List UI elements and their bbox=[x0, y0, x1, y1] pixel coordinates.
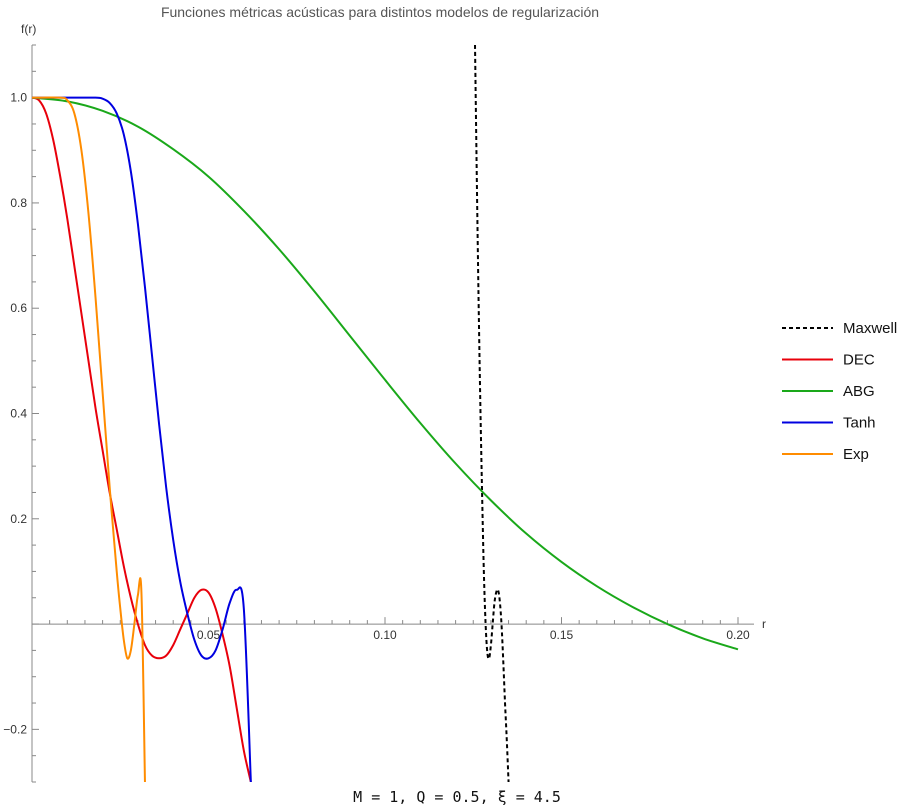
series-line-tanh bbox=[32, 96, 252, 782]
axes: 0.05 0.10 0.15 0.20 −0.2 0.2 0.4 0.6 0.8 1.0 bbox=[3, 44, 754, 783]
y-tick-label: −0.2 bbox=[3, 722, 27, 736]
plot-area bbox=[32, 45, 739, 782]
legend-label-dec: DEC bbox=[843, 352, 875, 369]
x-tick-label: 0.15 bbox=[550, 628, 574, 642]
curves bbox=[32, 45, 739, 782]
parameters-caption: M = 1, Q = 0.5, ξ = 4.5 bbox=[353, 788, 561, 806]
chart-title: Funciones métricas acústicas para distin… bbox=[161, 4, 599, 20]
legend-label-abg: ABG bbox=[843, 383, 875, 400]
legend-label-maxwell: Maxwell bbox=[843, 320, 897, 337]
y-axis-label: f(r) bbox=[21, 22, 36, 36]
x-axis-label: r bbox=[762, 617, 766, 631]
y-tick-label: 1.0 bbox=[10, 91, 27, 105]
x-tick-label: 0.20 bbox=[726, 628, 750, 642]
series-line-dec bbox=[32, 96, 252, 782]
legend-label-exp: Exp bbox=[843, 446, 869, 463]
series-line-exp bbox=[32, 96, 146, 782]
y-tick-label: 0.4 bbox=[10, 407, 27, 421]
x-tick-label: 0.10 bbox=[373, 628, 397, 642]
x-tick-label: 0.05 bbox=[197, 628, 221, 642]
legend-label-tanh: Tanh bbox=[843, 415, 876, 432]
y-tick-label: 0.2 bbox=[10, 512, 27, 526]
y-tick-label: 0.6 bbox=[10, 301, 27, 315]
series-line-maxwell bbox=[474, 45, 510, 782]
legend: Maxwell DEC ABG Tanh Exp bbox=[782, 320, 897, 463]
y-tick-label: 0.8 bbox=[10, 196, 27, 210]
series-line-abg bbox=[32, 96, 739, 651]
